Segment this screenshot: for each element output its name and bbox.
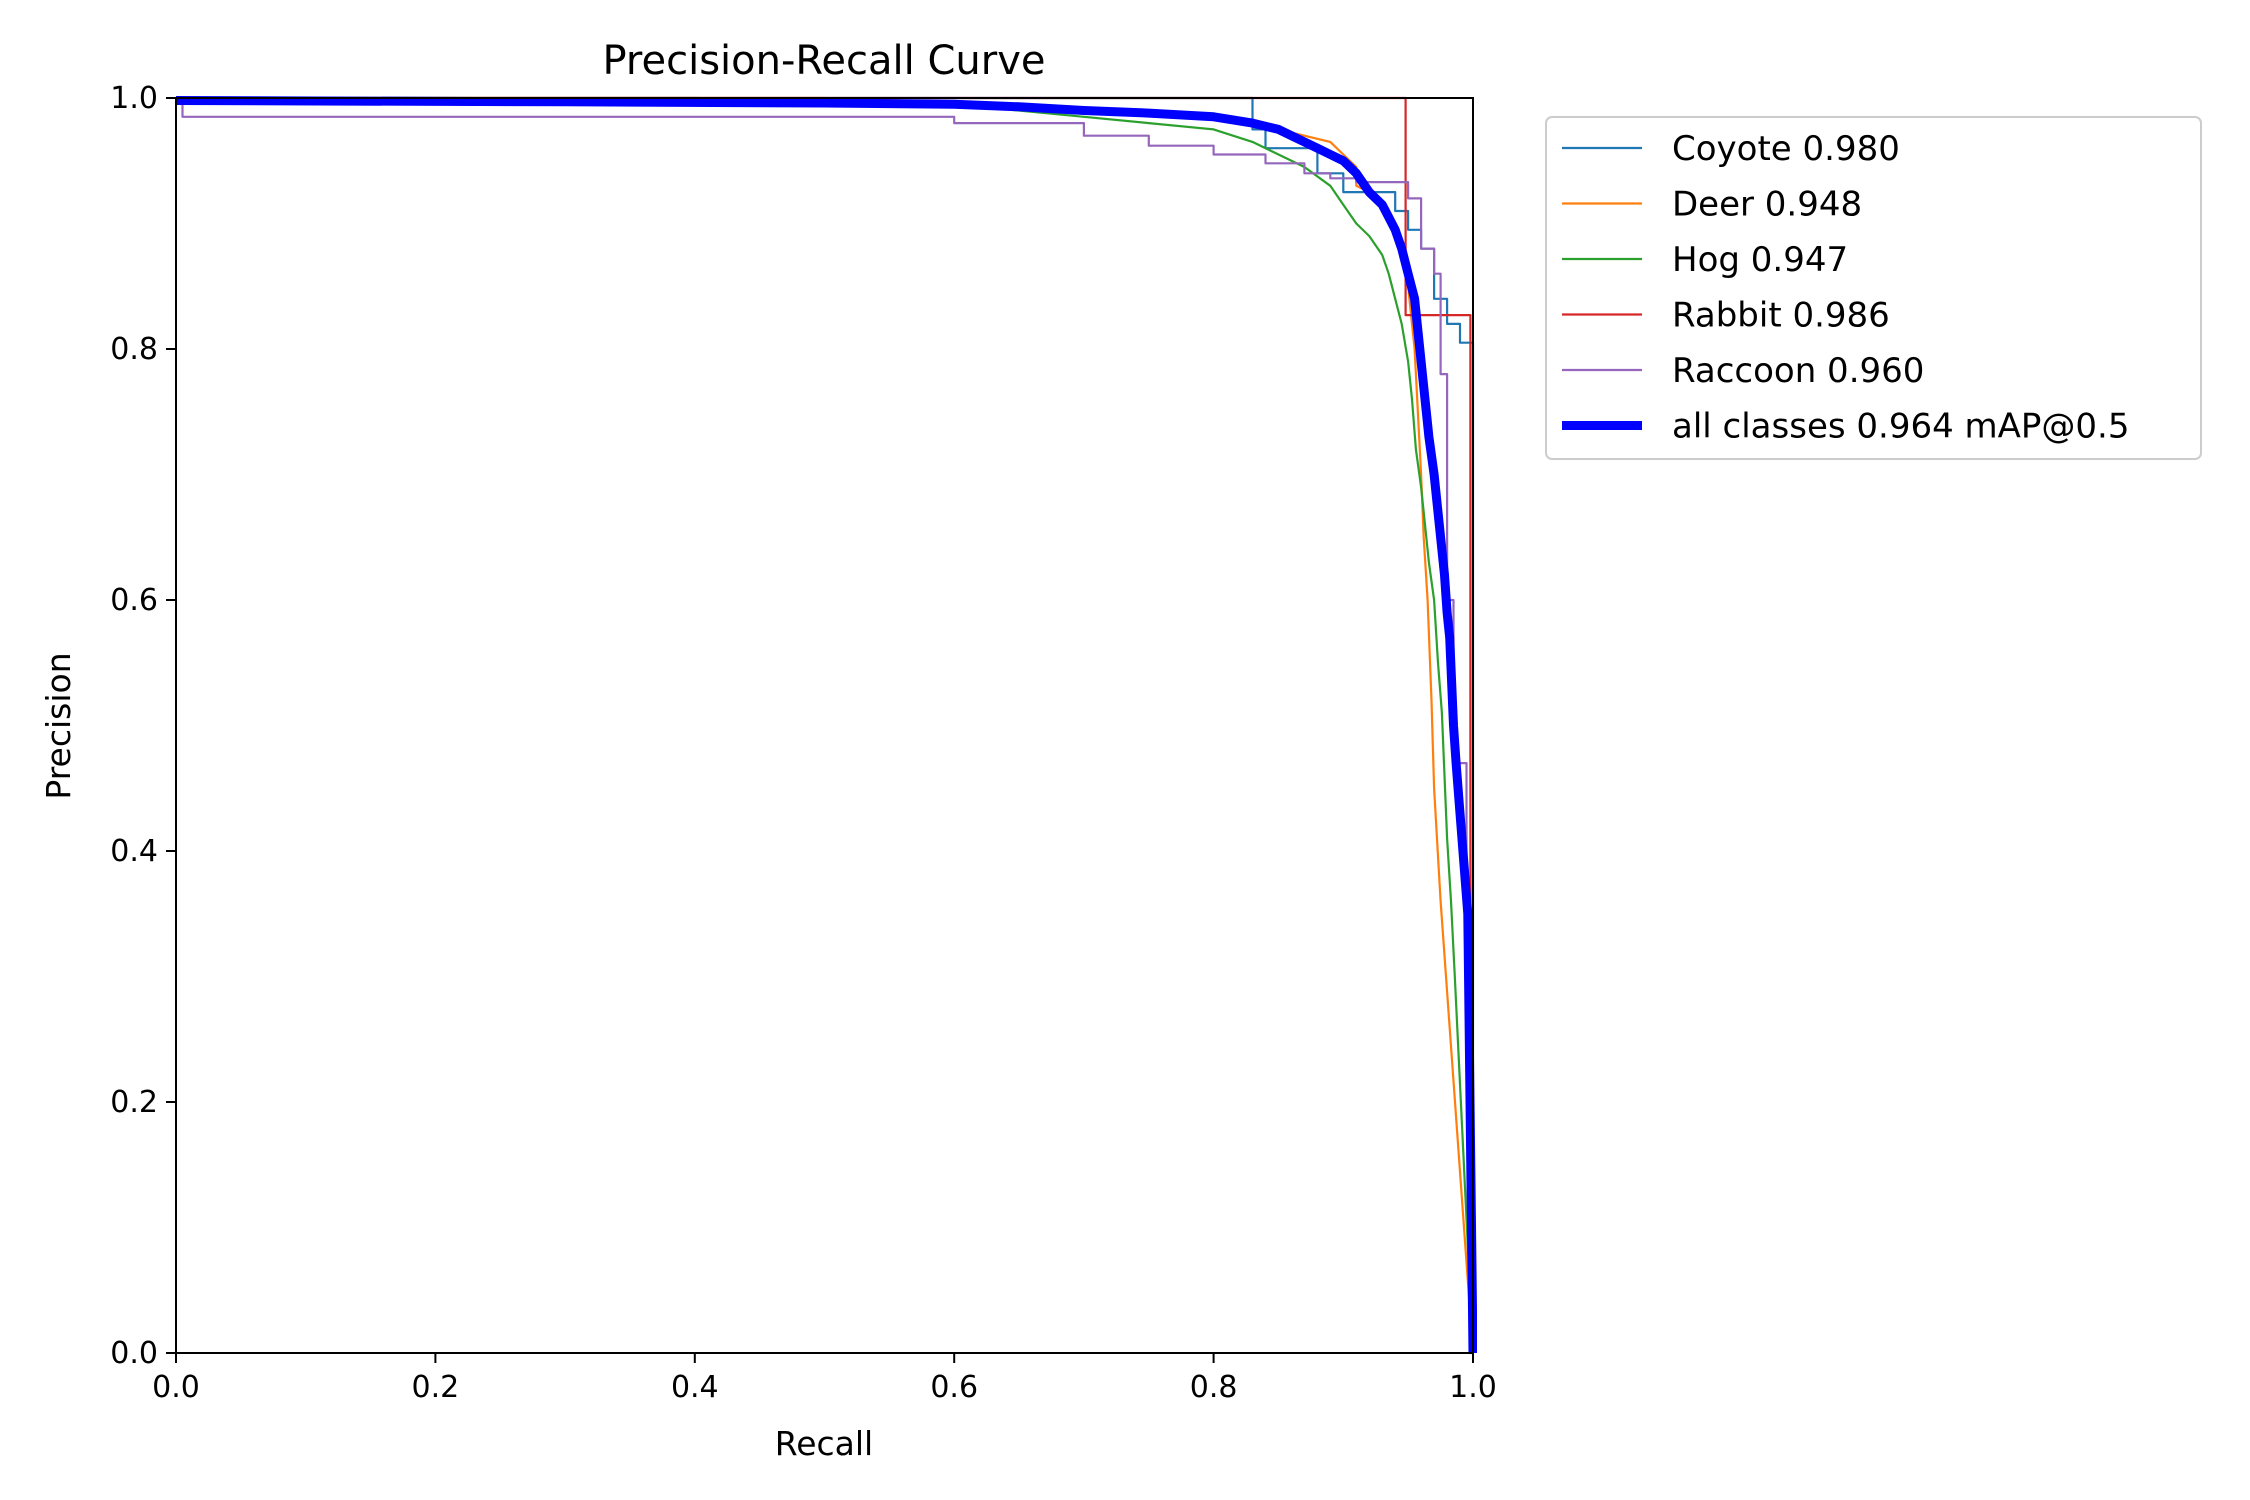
series-line-1: [176, 96, 1475, 1353]
x-tick-label: 0.6: [930, 1370, 978, 1405]
chart-title: Precision-Recall Curve: [603, 38, 1046, 84]
y-tick-label: 1.0: [110, 81, 158, 116]
series-line-5: [176, 96, 1475, 1354]
legend-entry: Raccoon 0.960: [1672, 351, 1924, 391]
y-tick-label: 0.8: [110, 332, 158, 367]
legend: Coyote 0.980 Deer 0.948 Hog 0.947 Rabbit 0.…: [1545, 116, 2202, 460]
x-tick-label: 0.2: [412, 1370, 460, 1405]
y-tick-label: 0.6: [110, 583, 158, 618]
plot-frame: [175, 97, 1474, 1354]
series-line-3: [176, 96, 1475, 1354]
legend-entry: Rabbit 0.986: [1672, 296, 1890, 336]
x-tick-label: 1.0: [1449, 1370, 1497, 1405]
legend-entry: Deer 0.948: [1672, 185, 1862, 225]
x-tick-label: 0.8: [1190, 1370, 1238, 1405]
y-tick-label: 0.0: [110, 1336, 158, 1371]
legend-entry: all classes 0.964 mAP@0.5: [1672, 407, 2129, 447]
y-tick-label: 0.4: [110, 834, 158, 869]
x-tick-label: 0.4: [671, 1370, 719, 1405]
series-line-6: [175, 96, 1477, 1354]
x-axis-label: Recall: [775, 1424, 873, 1463]
x-axis: 0.0 0.2 0.4 0.6 0.8 1.0: [152, 1353, 1497, 1405]
x-tick-label: 0.0: [152, 1370, 200, 1405]
y-axis-label: Precision: [39, 652, 78, 799]
legend-entry: Hog 0.947: [1672, 240, 1848, 280]
legend-box: [1545, 116, 2202, 460]
legend-entry: Coyote 0.980: [1672, 129, 1900, 169]
y-tick-label: 0.2: [110, 1085, 158, 1120]
y-axis: 0.0 0.2 0.4 0.6 0.8 1.0: [110, 81, 176, 1371]
